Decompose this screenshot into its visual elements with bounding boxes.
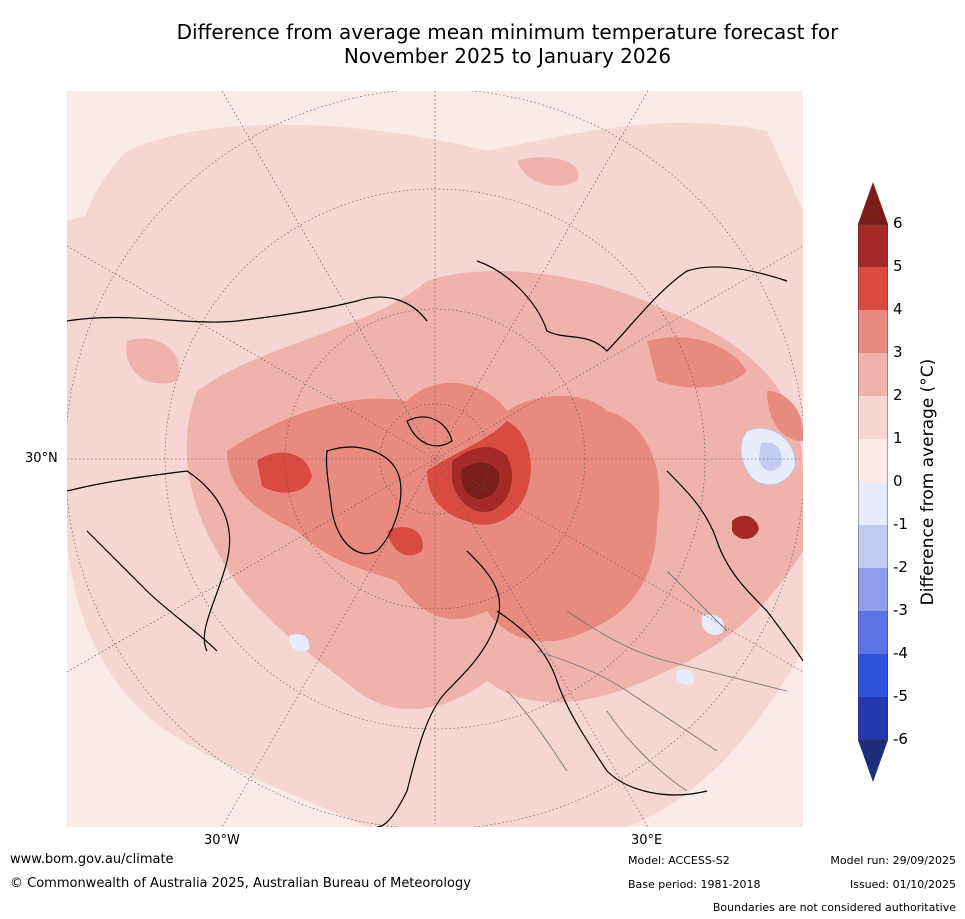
- colorbar-segment: [858, 697, 888, 741]
- country-borders: [506, 570, 788, 792]
- colorbar-segments: [858, 224, 888, 741]
- colorbar-segment: [858, 611, 888, 655]
- colorbar-segment: [858, 439, 888, 483]
- map-title: Difference from average mean minimum tem…: [60, 20, 955, 68]
- colorbar-tick-label: 3: [893, 343, 903, 361]
- anomaly-map: [67, 91, 803, 827]
- anomaly-above-6-core: [461, 462, 500, 499]
- colorbar-segment: [858, 310, 888, 354]
- colorbar-tick-label: 6: [893, 214, 903, 232]
- colorbar-segment: [858, 654, 888, 698]
- colorbar-tick-label: 5: [893, 257, 903, 275]
- model-run-text: Model run: 29/09/2025: [830, 854, 956, 867]
- colorbar-segment: [858, 568, 888, 612]
- base-period-text: Base period: 1981-2018: [628, 878, 761, 891]
- colorbar: [858, 182, 888, 782]
- colorbar-tick-label: -5: [893, 687, 908, 705]
- colorbar-tick-label: -6: [893, 730, 908, 748]
- disclaimer-text: Boundaries are not considered authoritat…: [712, 901, 956, 914]
- colorbar-top-extension: [858, 182, 888, 224]
- anomaly-3-4-areas: [227, 337, 803, 642]
- colorbar-segment: [858, 525, 888, 569]
- colorbar-tick-label: 2: [893, 386, 903, 404]
- latitude-label-30n: 30°N: [25, 451, 58, 466]
- colorbar-bottom-extension: [858, 740, 888, 782]
- title-line-2: November 2025 to January 2026: [343, 44, 672, 68]
- website-link[interactable]: www.bom.gov.au/climate: [10, 852, 174, 867]
- colorbar-segment: [858, 396, 888, 440]
- copyright-text: © Commonwealth of Australia 2025, Austra…: [10, 876, 471, 891]
- coastlines: [67, 260, 803, 827]
- map-svg: [67, 91, 803, 827]
- colorbar-segment: [858, 267, 888, 311]
- graticule: [67, 91, 803, 827]
- colorbar-tick-label: -4: [893, 644, 908, 662]
- colorbar-tick-label: -2: [893, 558, 908, 576]
- colorbar-tick-label: 4: [893, 300, 903, 318]
- colorbar-segment: [858, 224, 888, 268]
- colorbar-tick-label: -1: [893, 515, 908, 533]
- colorbar-tick-label: -3: [893, 601, 908, 619]
- issued-text: Issued: 01/10/2025: [849, 878, 956, 891]
- colorbar-segment: [858, 353, 888, 397]
- model-text: Model: ACCESS-S2: [628, 854, 730, 867]
- cool-anomaly-areas: [289, 428, 796, 685]
- longitude-label-30w: 30°W: [204, 833, 240, 848]
- colorbar-tick-label: 1: [893, 429, 903, 447]
- longitude-label-30e: 30°E: [631, 833, 663, 848]
- colorbar-label: Difference from average (°C): [918, 358, 938, 606]
- title-line-1: Difference from average mean minimum tem…: [176, 20, 839, 44]
- colorbar-tick-label: 0: [893, 472, 903, 490]
- colorbar-segment: [858, 482, 888, 526]
